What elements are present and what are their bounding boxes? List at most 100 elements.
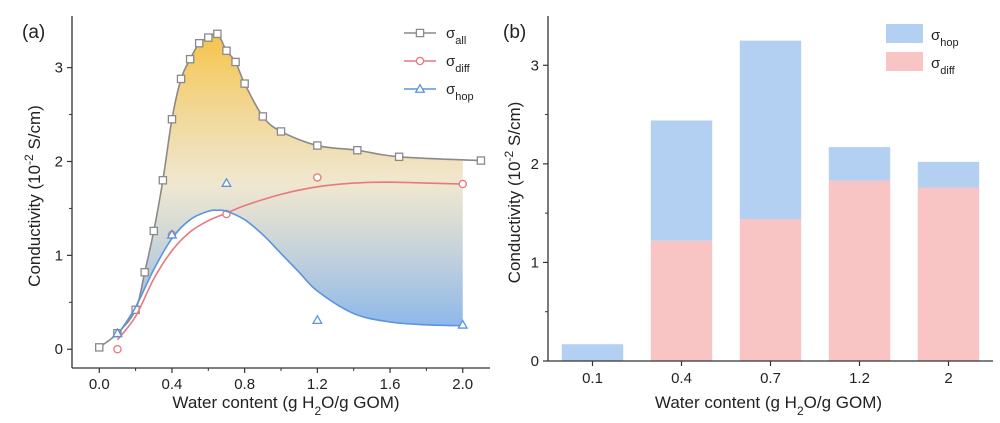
y-axis-title-a-part2: S/cm)	[25, 105, 44, 154]
series-hop-point	[311, 314, 323, 325]
series-all-point	[240, 79, 249, 88]
y-tick-label: 1	[531, 254, 539, 271]
bar-hop	[739, 40, 802, 220]
shaded-area	[117, 33, 463, 336]
legend-label-hop-sub: hop	[940, 37, 958, 49]
legend-label-hop-sigma: σ	[446, 81, 456, 98]
bar-diff	[739, 219, 802, 361]
legend-marker-hop	[414, 83, 426, 93]
panel-label-a: (a)	[22, 22, 45, 43]
x-tick-label: 0.1	[582, 370, 603, 387]
series-all-point	[140, 268, 149, 277]
bar-hop	[650, 120, 713, 241]
x-axis-title-b: Water content (g H2O/g GOM)	[655, 393, 882, 418]
x-tick-label: 1.2	[849, 370, 870, 387]
series-all-point	[204, 33, 213, 42]
series-all-point	[176, 74, 186, 84]
series-all-point	[353, 145, 362, 155]
legend-marker-diff	[415, 56, 425, 66]
legend-label-diff-sigma: σ	[931, 55, 941, 72]
series-all-point	[313, 141, 322, 150]
series-all-point	[158, 176, 168, 185]
legend-swatch-diff	[886, 52, 923, 71]
legend-label-all-sigma: σ	[446, 25, 456, 42]
y-tick-label: 0	[55, 341, 63, 358]
legend-label-diff-sigma: σ	[446, 53, 456, 70]
legend-label-hop-sub: hop	[455, 91, 473, 103]
bar-hop	[561, 344, 624, 361]
series-hop-point	[112, 327, 123, 338]
series-all-point	[276, 127, 286, 136]
x-axis-title-b-sub: 2	[797, 404, 804, 418]
x-tick-label: 0.7	[760, 370, 781, 387]
y-axis-title-b-part2: S/cm)	[505, 102, 524, 151]
series-hop-point	[221, 177, 232, 187]
series-all-point	[222, 46, 231, 55]
bar-diff	[828, 180, 891, 361]
bar-hop	[917, 161, 980, 188]
legend-label-hop: σhop	[446, 81, 474, 103]
legend-label-all-sub: all	[455, 35, 466, 47]
x-tick-label: 0.0	[89, 376, 110, 393]
series-all-point	[149, 226, 159, 236]
series-all-point	[258, 112, 268, 121]
series-diff-point	[113, 344, 122, 354]
bar-diff	[917, 187, 980, 361]
panel-a: 0.0 0.4 0.8 1.2 1.6 2.00123σallσdiffσhop(a)Wa…	[22, 16, 490, 418]
series-hop-point	[166, 229, 178, 239]
y-axis-title-b: Conductivity (10-2 S/cm)	[502, 102, 524, 284]
series-all-point	[167, 115, 177, 124]
y-axis-title-a-part1: Conductivity (10	[25, 165, 44, 287]
x-tick-label: 1.2	[307, 376, 328, 393]
series-all-point	[394, 152, 404, 162]
x-tick-label: 1.6	[380, 376, 401, 393]
series-all-point	[231, 57, 240, 67]
series-all-point	[213, 29, 222, 39]
series-diff-point	[458, 179, 467, 189]
x-axis-title-a-part2: O/g GOM)	[321, 393, 399, 412]
y-axis-title-a: Conductivity (10-2 S/cm)	[22, 105, 44, 287]
y-axis-title-b-part1: Conductivity (10	[505, 161, 524, 283]
y-axis-title-b-sup: -2	[502, 150, 516, 161]
series-diff-point	[313, 173, 322, 182]
y-tick-label: 2	[531, 156, 539, 173]
y-tick-label: 3	[55, 60, 63, 77]
legend-swatch-hop	[886, 24, 923, 43]
y-tick-label: 0	[531, 353, 539, 370]
series-all-point	[95, 343, 104, 352]
legend-label-diff-sub: diff	[455, 63, 470, 75]
series-all-point	[185, 54, 195, 64]
bar-hop	[828, 147, 891, 181]
x-tick-label: 2.0	[452, 376, 473, 393]
x-tick-label: 0.8	[234, 376, 255, 393]
x-tick-label: 2	[944, 370, 952, 387]
legend-label-diff: σdiff	[931, 55, 956, 77]
panel-label-b: (b)	[503, 22, 526, 43]
series-hop-point	[457, 319, 469, 329]
y-tick-label: 1	[55, 247, 63, 264]
series-all-point	[476, 156, 486, 165]
x-axis-title-b-part2: O/g GOM)	[804, 393, 882, 412]
legend-label-hop-sigma: σ	[931, 27, 941, 44]
legend-label-diff: σdiff	[446, 53, 471, 75]
x-axis-title-b-part1: Water content (g H	[655, 393, 797, 412]
y-tick-label: 2	[55, 153, 63, 170]
legend-marker-all	[415, 28, 425, 38]
bar-diff	[650, 240, 713, 361]
x-axis-title-a-sub: 2	[314, 404, 321, 418]
legend-label-all: σall	[446, 25, 466, 47]
legend-label-hop: σhop	[931, 27, 959, 49]
series-hop-fit	[116, 209, 463, 336]
y-axis-title-a-sup: -2	[22, 154, 36, 165]
x-tick-label: 0.4	[162, 376, 183, 393]
series-diff-fit	[116, 181, 463, 341]
legend-label-diff-sub: diff	[940, 65, 955, 77]
x-axis-title-a-part1: Water content (g H	[172, 393, 314, 412]
x-tick-label: 0.4	[671, 370, 692, 387]
y-tick-label: 3	[531, 57, 539, 74]
series-all-point	[194, 38, 204, 48]
x-axis-title-a: Water content (g H2O/g GOM)	[172, 393, 399, 418]
